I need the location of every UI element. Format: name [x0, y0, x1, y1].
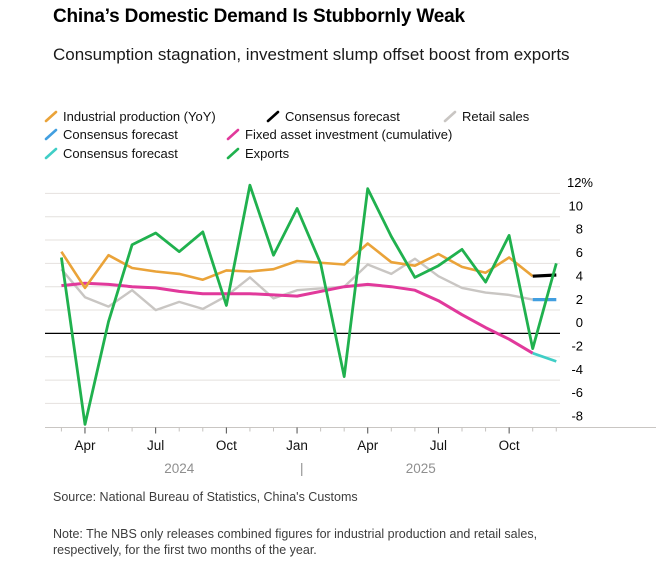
legend-item-0-industrial-production-yoy[interactable]: Industrial production (YoY): [44, 108, 216, 124]
legend-swatch-icon: [44, 147, 58, 159]
legend-swatch-icon: [226, 147, 240, 159]
legend-item-label: Fixed asset investment (cumulative): [245, 127, 453, 142]
legend-swatch-icon: [44, 110, 58, 122]
y-axis-label: 0: [576, 315, 583, 330]
y-axis-label: 4: [576, 268, 583, 283]
legend-swatch-icon: [266, 110, 280, 122]
year-label: 2025: [406, 461, 436, 476]
legend-item-label: Industrial production (YoY): [63, 108, 216, 124]
y-axis-label: 2: [576, 292, 583, 307]
legend-item-1-consensus-forecast[interactable]: Consensus forecast: [266, 108, 400, 124]
x-axis-label: Oct: [499, 438, 520, 453]
y-axis-label: -2: [571, 338, 583, 353]
legend-item-label: Consensus forecast: [63, 127, 178, 142]
legend-swatch-icon: [443, 110, 457, 122]
x-axis-label: Apr: [357, 438, 379, 453]
series-line-fixed-asset-investment-cumulative: [61, 281, 534, 355]
legend-item-2-retail-sales[interactable]: Retail sales: [443, 108, 529, 124]
page-subtitle: Consumption stagnation, investment slump…: [53, 45, 570, 64]
legend-item-6-exports[interactable]: Exports: [226, 145, 289, 161]
y-axis-label: 6: [576, 245, 583, 260]
legend-item-label: Consensus forecast: [285, 108, 400, 124]
y-axis-label: 10: [569, 198, 583, 213]
year-label: 2024: [164, 461, 195, 476]
y-axis-label: 8: [576, 222, 583, 237]
source-text: Source: National Bureau of Statistics, C…: [53, 490, 358, 504]
legend-item-label: Exports: [245, 145, 290, 161]
x-axis-label: Jan: [286, 438, 308, 453]
x-axis-label: Oct: [216, 438, 237, 453]
legend-item-5-consensus-forecast[interactable]: Consensus forecast: [44, 145, 178, 161]
forecast-line-fixed-asset-investment-cumulative: [532, 351, 557, 363]
series-line-exports: [60, 183, 558, 426]
legend-item-label: Retail sales: [462, 108, 530, 124]
year-label: |: [300, 461, 304, 476]
legend-item-4-fixed-asset-investment-cumulative[interactable]: Fixed asset investment (cumulative): [226, 127, 452, 143]
y-axis-label: -8: [571, 408, 583, 423]
note-text: Note: The NBS only releases combined fig…: [53, 527, 538, 557]
page-title: China’s Domestic Demand Is Stubbornly We…: [53, 6, 465, 27]
y-axis-label: 12%: [567, 175, 593, 190]
x-axis-label: Apr: [74, 438, 96, 453]
x-axis-label: Jul: [430, 438, 447, 453]
legend-swatch-icon: [44, 128, 58, 141]
series-line-industrial-production-yoy: [60, 242, 534, 290]
x-axis-label: Jul: [147, 438, 164, 453]
legend-swatch-icon: [226, 128, 240, 141]
y-axis-label: -6: [571, 385, 583, 400]
y-axis-label: -4: [571, 362, 583, 377]
legend-item-label: Consensus forecast: [63, 145, 178, 161]
legend-item-3-consensus-forecast[interactable]: Consensus forecast: [44, 127, 178, 143]
